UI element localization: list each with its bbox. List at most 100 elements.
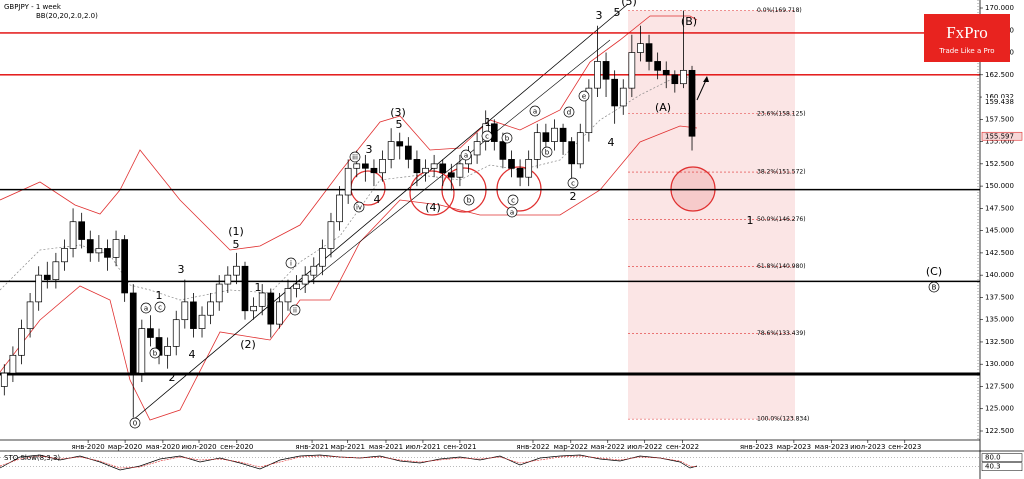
wave-label: (1) (228, 225, 244, 238)
candle-body (250, 305, 257, 312)
candle-body (267, 292, 275, 325)
wave-label-circle (563, 106, 575, 118)
wave-label-circle (541, 146, 553, 158)
candle-body (164, 346, 171, 356)
wave-label: b (545, 149, 550, 157)
candle-body (568, 141, 576, 165)
wave-label: 5 (614, 6, 621, 19)
candle-body (336, 194, 343, 223)
wave-label-circle (349, 151, 361, 163)
candle-body (422, 167, 429, 174)
y-tick-label: 170.000 (985, 4, 1014, 12)
wave-label: b (505, 135, 510, 143)
wave-label: (2) (240, 338, 256, 351)
stochastic-signal (0, 455, 698, 469)
candle-body (78, 221, 86, 240)
arrow-head (703, 76, 709, 82)
bollinger-upper (0, 15, 698, 251)
candle-body (525, 159, 533, 178)
candle-body (628, 52, 636, 89)
wave-label-circle (129, 417, 141, 429)
wave-label: c (485, 133, 489, 141)
x-tick-label: мар-2022 (554, 443, 588, 451)
candle-body (473, 141, 481, 156)
candle-body (276, 301, 283, 325)
wave-label: i (290, 260, 292, 268)
x-tick-label: мая-2020 (146, 443, 180, 451)
candle-body (95, 248, 103, 254)
y-tick-label: 150.000 (985, 182, 1014, 190)
wave-label-circle (353, 201, 365, 213)
bollinger-middle (0, 74, 698, 301)
wave-label: a (533, 108, 537, 116)
wave-label-circle (285, 257, 297, 269)
x-tick-label: янв-2022 (516, 443, 549, 451)
wave-label: 2 (267, 296, 274, 309)
wave-label: (4) (425, 201, 441, 214)
wave-label: c (511, 197, 515, 205)
wave-label: b (467, 197, 472, 205)
x-tick-label: сен-2021 (443, 443, 476, 451)
chart-title: GBPJPY - 1 week (4, 3, 62, 11)
fibo-label: 100.0%(123.834) (757, 416, 809, 423)
wave-label: 3 (596, 9, 603, 22)
candle-body (688, 69, 696, 137)
x-tick-label: июл-2021 (405, 443, 440, 451)
candle-body (293, 283, 300, 289)
y-tick-label: 132.500 (985, 338, 1014, 346)
candle-body (499, 141, 507, 160)
wave-label-circle (463, 194, 475, 206)
trend-line (299, 39, 611, 291)
fibo-label: 23.6%(158.125) (757, 110, 806, 117)
candle-body (258, 292, 266, 307)
candle-body (86, 239, 94, 254)
wave-label: 4 (189, 348, 196, 361)
y-tick-label: 130.000 (985, 360, 1014, 368)
candle-body (190, 301, 197, 329)
indicator-tick-label: 80.0 (985, 454, 1001, 462)
wave-label: d (567, 109, 571, 117)
candle-body (327, 221, 335, 249)
candle-body (301, 274, 309, 285)
y-tick-label: 145.000 (985, 227, 1014, 235)
logo-tagline: Trade Like a Pro (938, 47, 994, 55)
highlight-circle (409, 170, 455, 216)
candle-body (138, 328, 146, 374)
price-marker-label: 160.032 (985, 93, 1014, 101)
candle-body (370, 167, 378, 174)
logo-box (924, 14, 1010, 62)
candle-body (112, 239, 120, 258)
y-tick-label: 122.500 (985, 427, 1014, 435)
wave-label-circle (289, 304, 301, 316)
candle-body (396, 141, 404, 147)
candle-body (533, 132, 541, 160)
wave-label: 1 (156, 289, 163, 302)
candle-body (645, 43, 653, 62)
wave-label: e (582, 93, 586, 101)
wave-label-circle (140, 302, 152, 314)
wave-label: 5 (396, 118, 403, 131)
wave-label-circle (578, 90, 590, 102)
candle-body (233, 265, 240, 276)
candle-body (430, 163, 438, 169)
wave-label-circle (149, 347, 161, 359)
candle-body (319, 248, 326, 267)
y-tick-label: 147.500 (985, 204, 1014, 212)
candle-body (680, 69, 687, 85)
wave-label-circle (529, 105, 541, 117)
x-tick-label: мая-2023 (815, 443, 849, 451)
x-tick-label: мар-2023 (777, 443, 811, 451)
indicator-tick-box (981, 462, 1023, 471)
wave-label-circle (567, 177, 579, 189)
candle-body (585, 87, 593, 134)
x-tick-label: мая-2022 (591, 443, 625, 451)
candle-body (26, 301, 34, 329)
wave-label: 4 (608, 136, 615, 149)
wave-label: 5 (233, 238, 240, 251)
candle-body (551, 127, 558, 142)
candle-body (379, 159, 386, 174)
wave-label: b (153, 350, 158, 358)
wave-label-circle (507, 194, 519, 206)
candle-body (456, 163, 464, 178)
x-tick-label: янв-2023 (740, 443, 773, 451)
